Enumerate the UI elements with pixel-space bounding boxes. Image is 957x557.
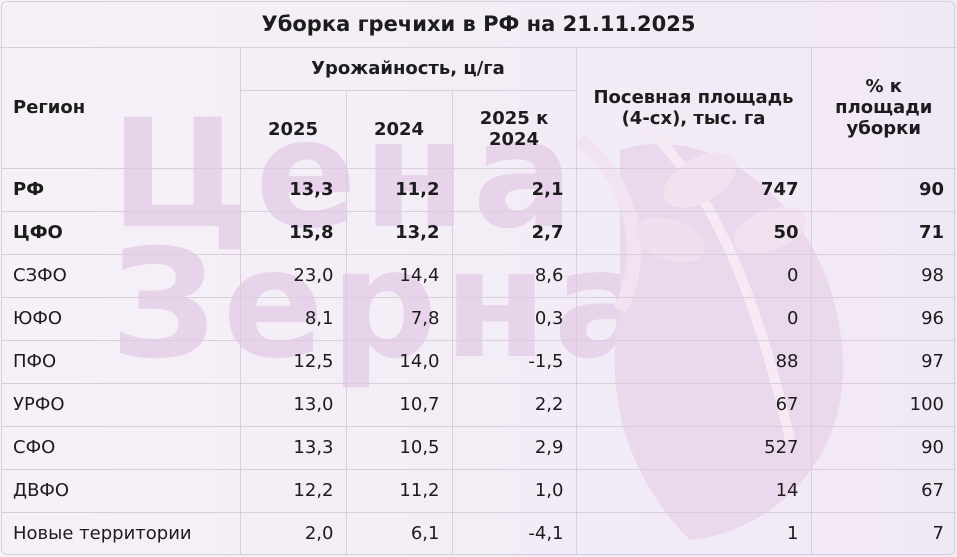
harvest-table: Регион Урожайность, ц/га Посевная площад…: [1, 48, 956, 555]
cell-pct: 90: [810, 168, 956, 212]
cell-yield-2024: 11,2: [345, 468, 453, 513]
cell-yield-2025: 13,0: [239, 382, 347, 427]
header-yield-group: Урожайность, ц/га: [239, 48, 577, 91]
cell-region: СФО: [1, 425, 241, 470]
cell-pct: 7: [810, 511, 956, 555]
cell-diff: 2,2: [451, 382, 577, 427]
cell-pct: 71: [810, 210, 956, 255]
cell-area: 88: [575, 339, 812, 384]
cell-area: 67: [575, 382, 812, 427]
page-title: Уборка гречихи в РФ на 21.11.2025: [0, 0, 957, 48]
cell-yield-2024: 10,7: [345, 382, 453, 427]
table-row: УРФО 13,0 10,7 2,2 67 100: [1, 382, 956, 427]
cell-pct: 90: [810, 425, 956, 470]
table-row: ЮФО 8,1 7,8 0,3 0 96: [1, 296, 956, 341]
cell-area: 50: [575, 210, 812, 255]
cell-yield-2024: 7,8: [345, 296, 453, 341]
cell-yield-2024: 13,2: [345, 210, 453, 255]
cell-yield-2024: 14,0: [345, 339, 453, 384]
cell-yield-2025: 8,1: [239, 296, 347, 341]
cell-yield-2025: 2,0: [239, 511, 347, 555]
cell-region: РФ: [1, 168, 241, 212]
cell-area: 14: [575, 468, 812, 513]
cell-yield-2025: 13,3: [239, 168, 347, 212]
cell-yield-2024: 10,5: [345, 425, 453, 470]
cell-region: Новые территории: [1, 511, 241, 555]
cell-diff: 0,3: [451, 296, 577, 341]
table-row: ЦФО 15,8 13,2 2,7 50 71: [1, 210, 956, 255]
cell-diff: 2,7: [451, 210, 577, 255]
cell-yield-2025: 13,3: [239, 425, 347, 470]
cell-yield-2025: 12,2: [239, 468, 347, 513]
cell-diff: 2,9: [451, 425, 577, 470]
cell-diff: 1,0: [451, 468, 577, 513]
cell-pct: 96: [810, 296, 956, 341]
table-row: СФО 13,3 10,5 2,9 527 90: [1, 425, 956, 470]
cell-diff: 8,6: [451, 253, 577, 298]
cell-area: 0: [575, 253, 812, 298]
cell-diff: 2,1: [451, 168, 577, 212]
table-row: Новые территории 2,0 6,1 -4,1 1 7: [1, 511, 956, 555]
cell-yield-2024: 11,2: [345, 168, 453, 212]
cell-region: СЗФО: [1, 253, 241, 298]
cell-area: 527: [575, 425, 812, 470]
cell-yield-2024: 14,4: [345, 253, 453, 298]
cell-diff: -1,5: [451, 339, 577, 384]
cell-yield-2025: 12,5: [239, 339, 347, 384]
cell-region: ЮФО: [1, 296, 241, 341]
table-row: ДВФО 12,2 11,2 1,0 14 67: [1, 468, 956, 513]
cell-pct: 97: [810, 339, 956, 384]
header-pct: % к площади уборки: [810, 48, 956, 169]
header-region: Регион: [1, 48, 241, 169]
cell-region: ПФО: [1, 339, 241, 384]
header-2025: 2025: [240, 89, 347, 169]
cell-pct: 100: [810, 382, 956, 427]
cell-region: УРФО: [1, 382, 241, 427]
cell-region: ДВФО: [1, 468, 241, 513]
table-row: РФ 13,3 11,2 2,1 747 90: [1, 168, 956, 212]
cell-yield-2025: 15,8: [239, 210, 347, 255]
table-row: ПФО 12,5 14,0 -1,5 88 97: [1, 339, 956, 384]
cell-yield-2025: 23,0: [239, 253, 347, 298]
cell-pct: 98: [810, 253, 956, 298]
table-row: СЗФО 23,0 14,4 8,6 0 98: [1, 253, 956, 298]
cell-yield-2024: 6,1: [345, 511, 453, 555]
header-area: Посевная площадь (4-сх), тыс. га: [575, 48, 812, 169]
header-diff: 2025 к 2024: [451, 89, 576, 169]
cell-pct: 67: [810, 468, 956, 513]
cell-area: 1: [575, 511, 812, 555]
header-2024: 2024: [345, 89, 453, 169]
cell-region: ЦФО: [1, 210, 241, 255]
cell-diff: -4,1: [451, 511, 577, 555]
cell-area: 0: [575, 296, 812, 341]
cell-area: 747: [575, 168, 812, 212]
